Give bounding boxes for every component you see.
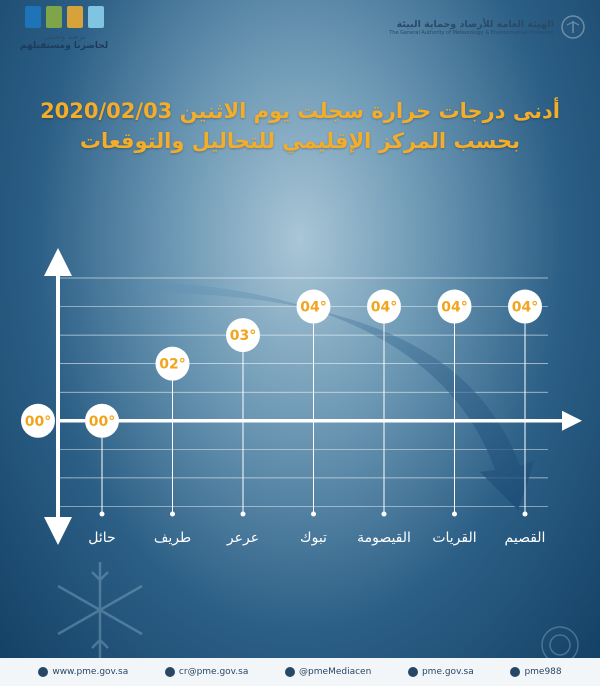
footer-facebook[interactable]: pme.gov.sa xyxy=(407,667,474,677)
data-point: 02° xyxy=(155,346,190,381)
chart-title: أدنى درجات حرارة سجلت يوم الاثنين 2020/0… xyxy=(40,99,560,123)
category-label: القريات xyxy=(432,530,476,546)
data-point: 04° xyxy=(296,289,331,324)
flag-icon xyxy=(45,6,62,28)
slogan-top: نرصد ونحمي xyxy=(42,32,86,41)
data-label: 03° xyxy=(230,328,256,344)
footer-social[interactable]: @pmeMediacen xyxy=(285,667,371,677)
data-point-circle xyxy=(296,289,331,324)
data-point-circle xyxy=(155,346,190,381)
mail-icon xyxy=(164,667,175,677)
org-name-en: The General Authority of Meteorology & E… xyxy=(389,29,554,36)
axis-zero-label: 00° xyxy=(25,414,51,430)
flag-icon xyxy=(87,6,104,28)
data-label: 00° xyxy=(89,414,115,430)
data-point: 04° xyxy=(508,289,542,324)
phone-icon xyxy=(510,667,521,677)
category-tick xyxy=(311,511,316,517)
data-point-circle xyxy=(85,403,119,438)
footer-email-text: cr@pme.gov.sa xyxy=(178,667,249,677)
footer-phone[interactable]: pme988 xyxy=(510,667,562,677)
y-axis-arrow-down xyxy=(44,517,72,545)
footer-social-text: @pmeMediacen xyxy=(299,667,372,677)
data-point-circle xyxy=(508,289,542,324)
data-label: 04° xyxy=(441,300,467,316)
social-icon xyxy=(285,667,296,677)
footer-website[interactable]: www.pme.gov.sa xyxy=(38,667,128,677)
category-label: القيصومة xyxy=(357,530,411,546)
data-point-circle xyxy=(367,289,401,324)
data-points: 00° 02° 03° 04° 04° 04° 04° xyxy=(85,289,542,438)
flag-icon xyxy=(66,6,83,28)
palm-emblem-icon xyxy=(561,15,585,39)
footer-email[interactable]: cr@pme.gov.sa xyxy=(164,667,249,677)
data-label: 04° xyxy=(371,300,397,316)
category-tick xyxy=(170,511,175,517)
category-label: تبوك xyxy=(300,530,327,546)
axes: 00° xyxy=(21,248,582,545)
footer: www.pme.gov.sa cr@pme.gov.sa @pmeMediace… xyxy=(0,658,600,686)
data-point: 00° xyxy=(85,403,119,438)
footer-website-text: www.pme.gov.sa xyxy=(52,667,129,677)
category-tick xyxy=(240,511,246,517)
data-label: 04° xyxy=(512,300,538,316)
category-tick xyxy=(381,511,387,517)
chart-subtitle: بحسب المركز الإقليمي للتحاليل والتوقعات xyxy=(79,129,521,153)
data-point: 03° xyxy=(226,318,260,353)
title-block: أدنى درجات حرارة سجلت يوم الاثنين 2020/0… xyxy=(0,96,600,156)
category-lines xyxy=(99,306,528,517)
footer-phone-text: pme988 xyxy=(524,667,562,677)
category-tick xyxy=(522,511,528,517)
category-label: القصيم xyxy=(505,530,546,546)
org-name-ar: الهيئة العامة للأرصاد وحماية البيئة xyxy=(396,18,554,30)
data-point: 04° xyxy=(367,289,401,324)
trend-arrow xyxy=(140,282,535,510)
footer-facebook-text: pme.gov.sa xyxy=(421,667,474,677)
data-point: 04° xyxy=(437,289,472,324)
org-logo: الهيئة العامة للأرصاد وحماية البيئة The … xyxy=(389,14,586,40)
flag-icon xyxy=(24,6,41,28)
category-label: حائل xyxy=(88,530,115,546)
data-label: 02° xyxy=(159,357,185,373)
slogan-bottom: لحاضرنا ومستقبلهم xyxy=(19,41,109,51)
data-label: 04° xyxy=(300,300,326,316)
y-axis-arrow-up xyxy=(44,248,72,276)
x-axis-arrow xyxy=(562,410,582,431)
globe-icon xyxy=(38,667,49,677)
data-point-circle xyxy=(437,289,472,324)
category-tick xyxy=(99,511,105,517)
category-label: عرعر xyxy=(226,530,259,546)
slogan-logo: نرصد ونحمي لحاضرنا ومستقبلهم xyxy=(14,6,114,51)
category-label: طريف xyxy=(154,530,191,546)
category-tick xyxy=(452,511,457,517)
facebook-icon xyxy=(407,667,418,677)
category-labels: حائل طريف عرعر تبوك القيصومة القريات القصيم xyxy=(88,530,545,546)
flag-icons xyxy=(14,6,114,28)
axis-zero-marker xyxy=(21,403,55,438)
data-point-circle xyxy=(226,318,260,353)
